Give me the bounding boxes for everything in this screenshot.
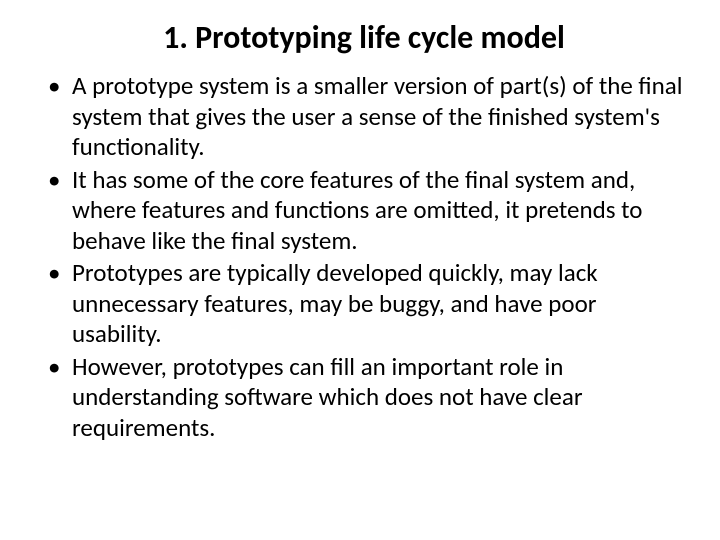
slide-title: 1. Prototyping life cycle model — [42, 18, 686, 57]
list-item: A prototype system is a smaller version … — [42, 71, 686, 163]
list-item: Prototypes are typically developed quick… — [42, 258, 686, 350]
list-item: However, prototypes can fill an importan… — [42, 352, 686, 444]
bullet-list: A prototype system is a smaller version … — [42, 71, 686, 443]
list-item: It has some of the core features of the … — [42, 165, 686, 257]
